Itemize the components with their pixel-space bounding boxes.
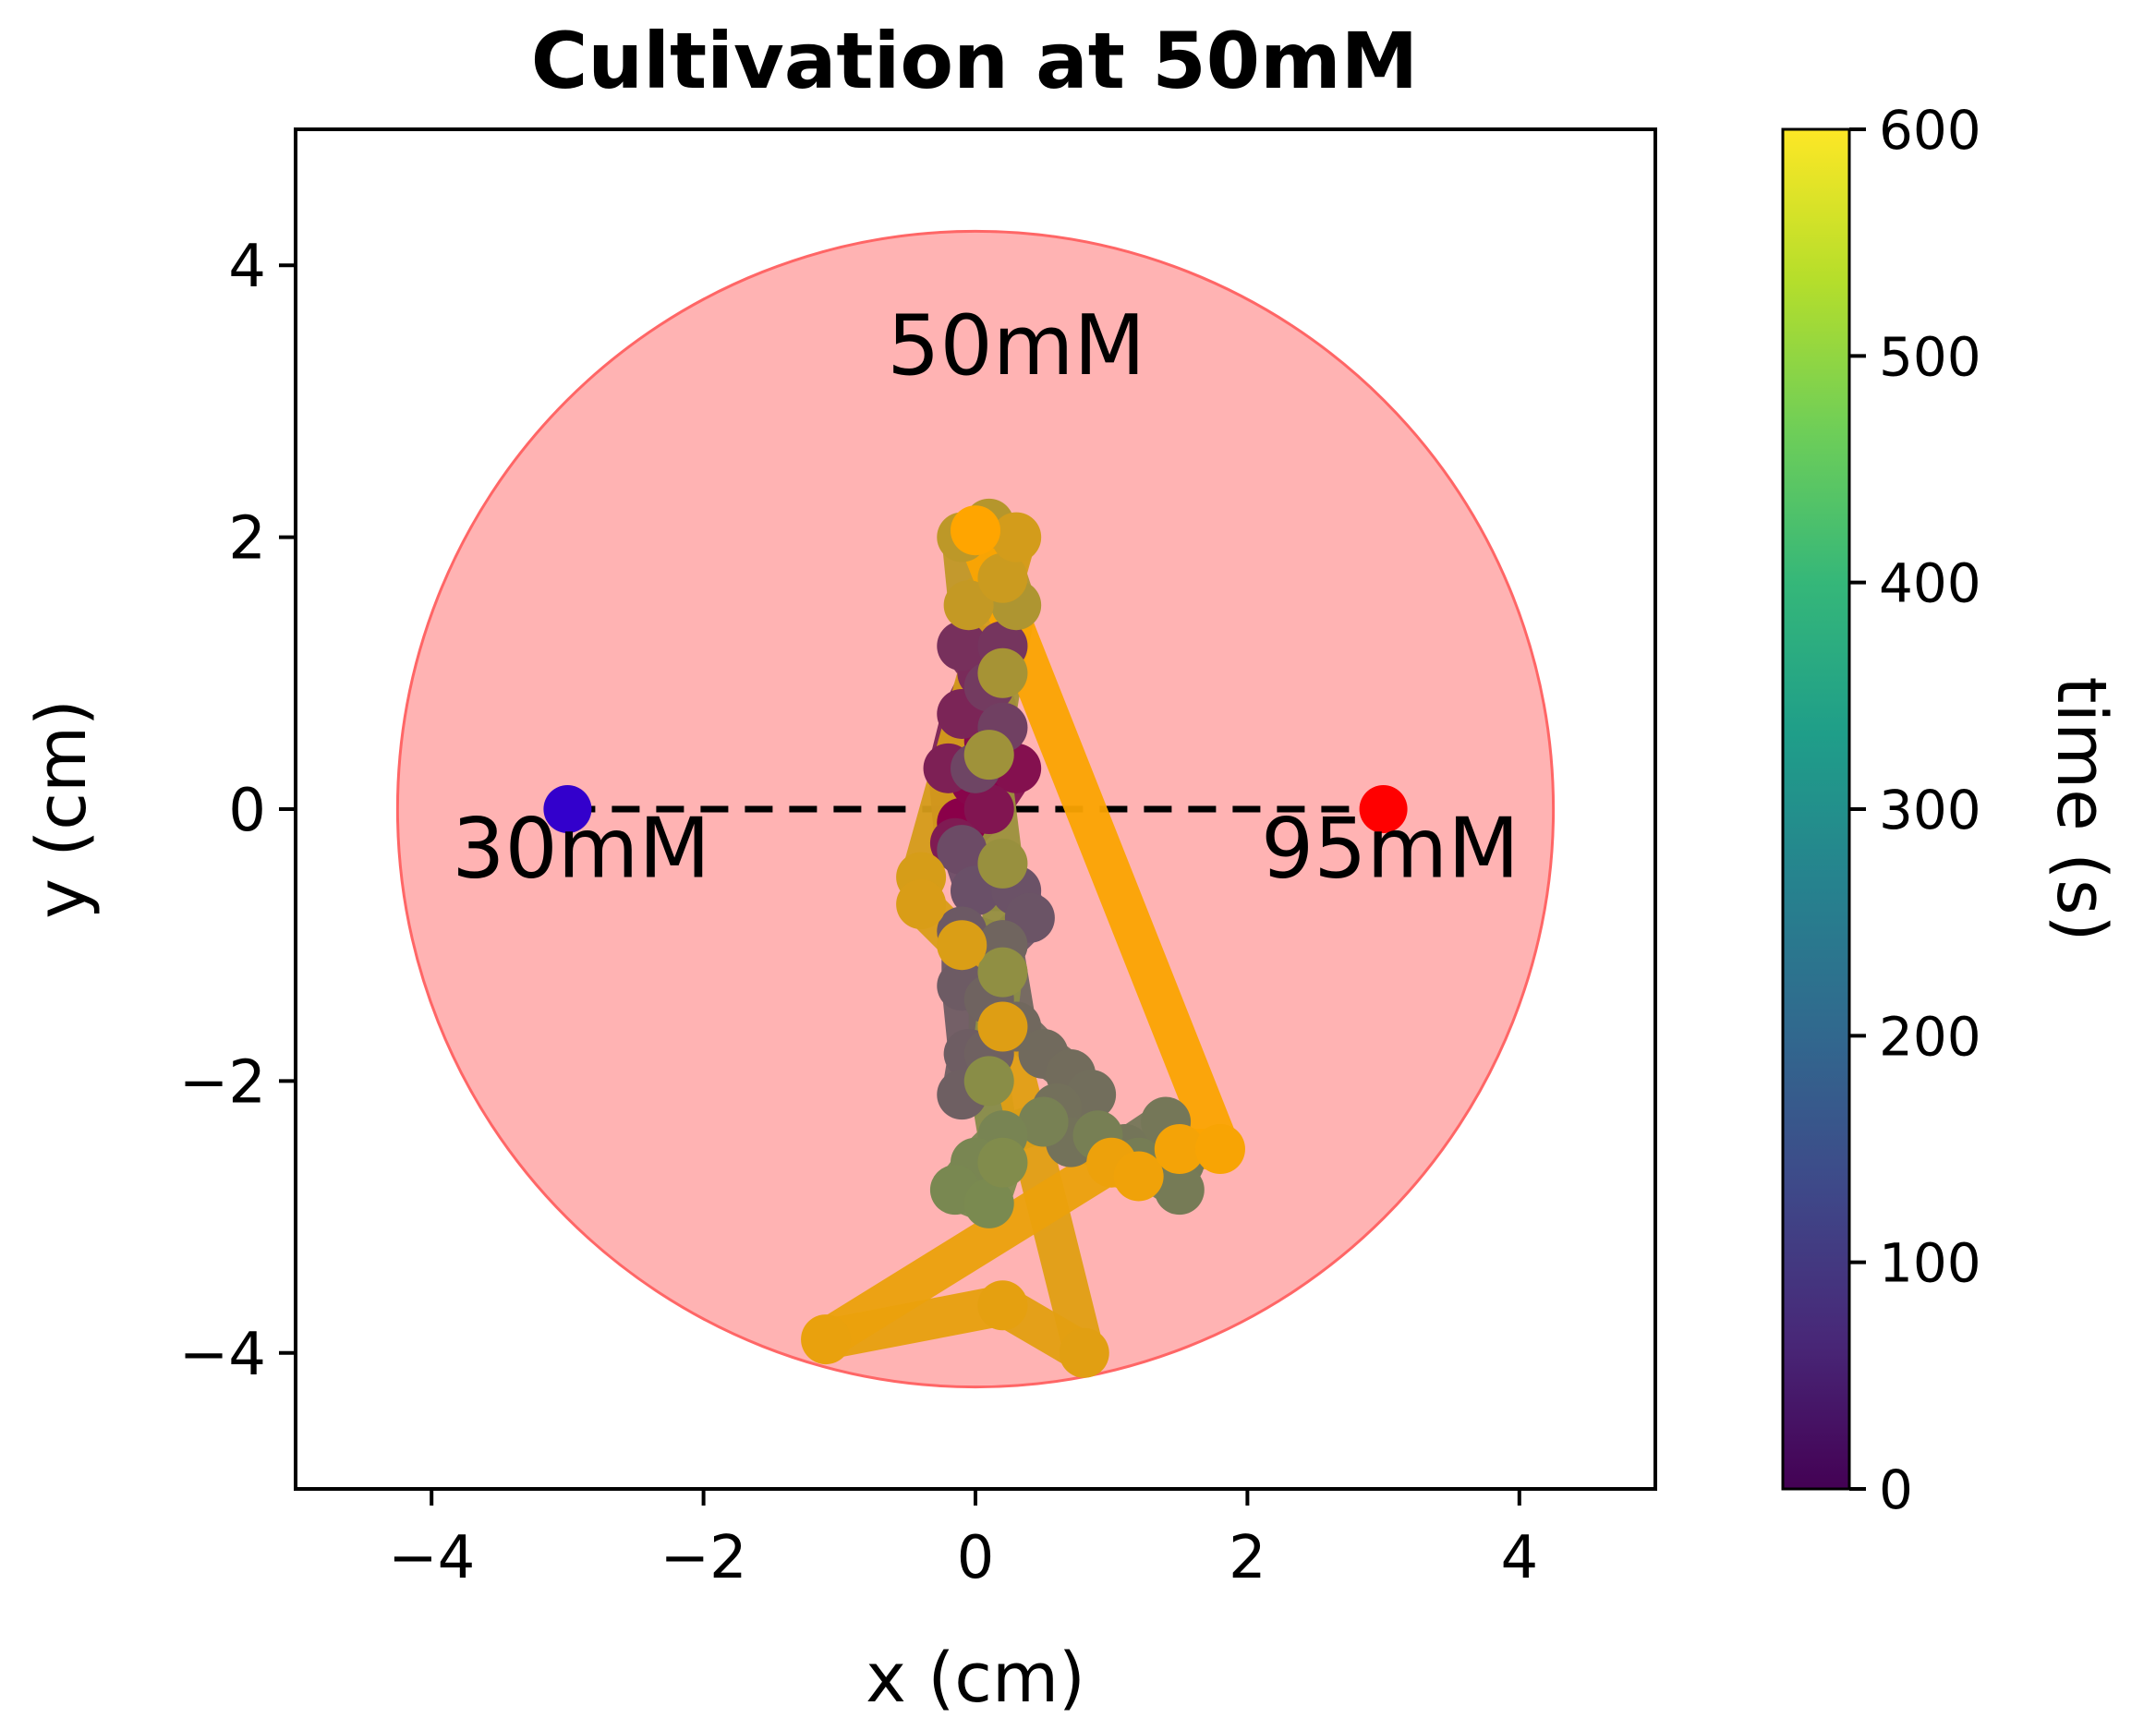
x-tick-label: 4 — [1500, 1524, 1538, 1592]
trajectory-point — [937, 920, 987, 971]
annotation-layer: 50mM 30mM 95mM — [452, 297, 1520, 898]
endpoint-marker — [543, 785, 592, 833]
trajectory-point — [977, 947, 1028, 998]
trajectory-point — [1018, 1096, 1069, 1147]
x-tick-label: 0 — [957, 1524, 995, 1592]
y-axis-label: y (cm) — [22, 699, 102, 919]
colorbar-tick-label: 500 — [1879, 325, 1981, 388]
trajectory-point — [977, 838, 1028, 889]
trajectory-point — [977, 1001, 1028, 1052]
trajectory-point — [1154, 1124, 1205, 1174]
y-axis: −4 −2 0 2 4 — [179, 233, 296, 1389]
colorbar: 0 100 200 300 400 500 600 — [1781, 99, 1981, 1521]
x-axis-label: x (cm) — [866, 1639, 1085, 1718]
concentration-annotation: 30mM — [452, 801, 710, 898]
colorbar-gradient — [1783, 129, 1849, 1489]
trajectory-point — [963, 1178, 1014, 1228]
y-tick-label: 2 — [228, 505, 266, 574]
trajectory-point — [943, 580, 994, 631]
x-tick-label: −2 — [660, 1524, 746, 1592]
colorbar-tick-label: 100 — [1879, 1232, 1981, 1295]
y-tick-label: 4 — [228, 233, 266, 301]
endpoint-marker — [1359, 785, 1408, 833]
colorbar-tick-label: 300 — [1879, 779, 1981, 841]
trajectory-point — [977, 552, 1028, 603]
trajectory-point — [937, 621, 987, 671]
chart-title: Cultivation at 50mM — [531, 16, 1418, 106]
y-tick-label: −2 — [179, 1048, 266, 1117]
trajectory-point — [977, 1137, 1028, 1188]
trajectory-point — [963, 1056, 1014, 1107]
trajectory-layer — [801, 498, 1245, 1378]
trajectory-point — [1154, 1165, 1205, 1216]
x-tick-label: 2 — [1229, 1524, 1266, 1592]
colorbar-tick-label: 200 — [1879, 1005, 1981, 1068]
colorbar-label: time (s) — [2041, 676, 2121, 941]
trajectory-point — [896, 879, 947, 930]
trajectory-point — [1113, 1151, 1164, 1202]
colorbar-tick-label: 400 — [1879, 552, 1981, 615]
plot-area: 50mM 30mM 95mM — [294, 127, 1657, 1491]
endpoint-layer — [543, 785, 1408, 833]
x-tick-label: −4 — [388, 1524, 475, 1592]
colorbar-tick-label: 0 — [1879, 1458, 1913, 1521]
y-tick-label: −4 — [179, 1321, 266, 1389]
concentration-annotation: 95mM — [1261, 801, 1520, 898]
trajectory-point — [937, 825, 987, 876]
trajectory-point — [801, 1314, 852, 1365]
x-axis: −4 −2 0 2 4 — [388, 1489, 1538, 1592]
concentration-annotation: 50mM — [887, 297, 1145, 394]
trajectory-point — [991, 512, 1042, 563]
trajectory-point — [1194, 1124, 1245, 1174]
colorbar-tick-label: 600 — [1879, 99, 1981, 162]
trajectory-point — [951, 505, 1000, 556]
y-tick-label: 0 — [228, 777, 266, 845]
trajectory-point — [963, 784, 1014, 834]
trajectory-point — [977, 1280, 1028, 1331]
colorbar-ticks: 0 100 200 300 400 500 600 — [1849, 99, 1981, 1521]
trajectory-point — [963, 730, 1014, 780]
trajectory-point — [977, 647, 1028, 698]
trajectory-segment — [805, 1142, 1133, 1361]
trajectory-point — [1059, 1327, 1109, 1378]
